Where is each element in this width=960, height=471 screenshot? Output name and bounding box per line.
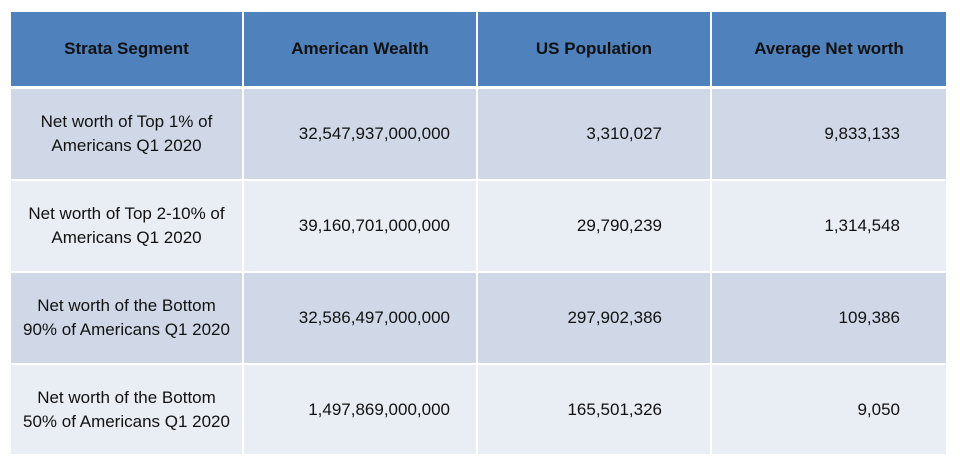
row-1-segment: Net worth of Top 1% of Americans Q1 2020 <box>11 89 244 181</box>
header-us-population: US Population <box>478 12 712 89</box>
segment-line-2: 90% of Americans Q1 2020 <box>23 320 230 339</box>
segment-line-1: Net worth of the Bottom <box>37 387 216 407</box>
header-strata-segment: Strata Segment <box>11 12 244 89</box>
row-3-wealth: 32,586,497,000,000 <box>244 273 478 365</box>
row-1-average: 9,833,133 <box>712 89 946 181</box>
segment-line-2: 50% of Americans Q1 2020 <box>23 411 230 431</box>
row-4-wealth: 1,497,869,000,000 <box>244 365 478 456</box>
row-2-segment: Net worth of Top 2-10% of Americans Q1 2… <box>11 181 244 273</box>
segment-line-1: Net worth of Top 2-10% of <box>28 204 225 224</box>
segment-line-1: Net worth of the Bottom <box>37 296 216 316</box>
row-3-population: 297,902,386 <box>478 273 712 365</box>
header-average-net-worth: Average Net worth <box>712 12 946 89</box>
row-2-average: 1,314,548 <box>712 181 946 273</box>
row-2-wealth: 39,160,701,000,000 <box>244 181 478 273</box>
segment-line-1: Net worth of Top 1% of <box>40 112 213 132</box>
row-4-population: 165,501,326 <box>478 365 712 456</box>
row-3-segment: Net worth of the Bottom 90% of Americans… <box>11 273 244 365</box>
header-american-wealth: American Wealth <box>244 12 478 89</box>
row-2-population: 29,790,239 <box>478 181 712 273</box>
row-1-wealth: 32,547,937,000,000 <box>244 89 478 181</box>
segment-line-2: Americans Q1 2020 <box>51 136 202 155</box>
wealth-table: Strata Segment American Wealth US Popula… <box>11 12 946 456</box>
row-1-population: 3,310,027 <box>478 89 712 181</box>
row-4-average: 9,050 <box>712 365 946 456</box>
row-4-segment: Net worth of the Bottom 50% of Americans… <box>11 365 244 456</box>
row-3-average: 109,386 <box>712 273 946 365</box>
segment-line-2: Americans Q1 2020 <box>51 228 202 247</box>
